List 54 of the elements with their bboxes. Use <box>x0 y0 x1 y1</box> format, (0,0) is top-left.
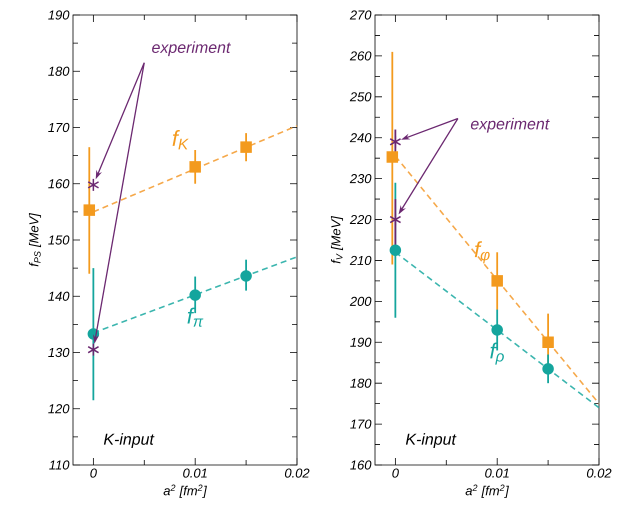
series-label: f$_{K}$ <box>172 130 189 150</box>
x-axis-title: a$^{2}$ [fm$^{2}$] <box>466 484 509 498</box>
series-label: f$_{π}$ <box>187 308 204 327</box>
y-tick-label: 130 <box>48 348 70 358</box>
y-tick-label: 160 <box>48 179 70 188</box>
y-tick-label: 170 <box>48 122 70 132</box>
y-tick-label: 210 <box>350 256 372 266</box>
point <box>386 151 398 163</box>
annotation: experiment <box>470 118 550 133</box>
y-tick-label: 160 <box>350 460 372 470</box>
y-tick-label: 230 <box>350 174 372 184</box>
y-tick-label: 180 <box>350 378 372 388</box>
y-tick-label: 170 <box>350 420 372 429</box>
point <box>491 324 503 336</box>
y-tick-label: 120 <box>48 404 70 414</box>
y-tick-label: 190 <box>48 10 70 20</box>
point <box>390 244 402 256</box>
y-tick-label: 200 <box>350 296 372 306</box>
y-tick-label: 220 <box>350 214 372 224</box>
x-tick-label: 0.02 <box>284 468 310 478</box>
y-tick-label: 150 <box>48 235 70 245</box>
y-tick-label: 180 <box>48 66 70 76</box>
series-label: f$_{φ}$ <box>474 241 490 264</box>
point <box>491 275 503 287</box>
series-label: f$_{ρ}$ <box>490 342 504 365</box>
point <box>87 178 100 192</box>
point <box>389 135 402 149</box>
y-axis-title: f$_{V}$ [MeV] <box>330 216 344 264</box>
x-tick-label: 0.02 <box>586 468 612 478</box>
y-axis-title: f$_{PS}$ [MeV] <box>28 212 42 266</box>
x-tick-label: 0.01 <box>485 468 509 478</box>
point <box>542 363 554 375</box>
annotation: K-input <box>104 433 154 448</box>
point <box>240 141 252 153</box>
annotation: experiment <box>152 41 231 56</box>
point <box>542 336 554 348</box>
point <box>84 204 96 216</box>
x-tick-label: 0 <box>392 468 399 478</box>
point <box>189 289 201 301</box>
x-tick-label: 0 <box>90 468 97 478</box>
y-tick-label: 270 <box>350 10 372 20</box>
y-tick-label: 190 <box>350 338 372 347</box>
y-tick-label: 250 <box>350 92 372 102</box>
point <box>87 342 100 356</box>
y-tick-label: 110 <box>49 460 70 470</box>
y-tick-label: 260 <box>350 51 372 60</box>
x-tick-label: 0.01 <box>183 468 207 478</box>
y-tick-label: 240 <box>350 133 372 142</box>
point <box>189 161 201 173</box>
y-tick-label: 140 <box>48 292 70 301</box>
point <box>389 212 402 226</box>
annotation: K-input <box>406 433 456 448</box>
point <box>240 270 252 282</box>
x-axis-title: a$^{2}$ [fm$^{2}$] <box>164 484 207 498</box>
